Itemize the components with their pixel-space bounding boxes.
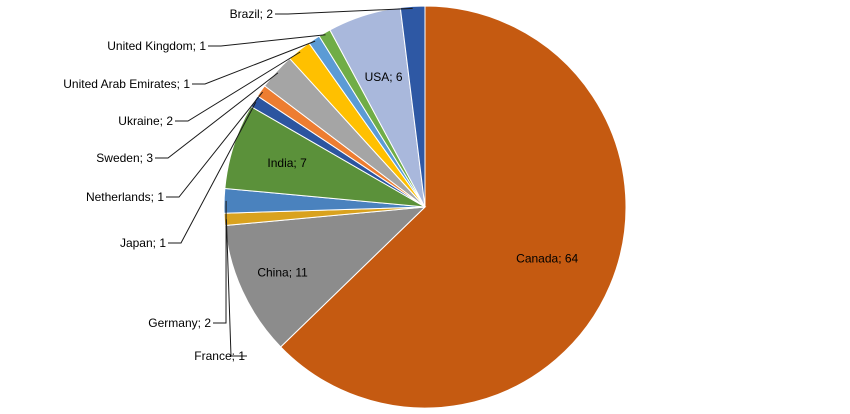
leader-line-france [225, 219, 247, 357]
leader-line-netherlands [166, 91, 263, 198]
data-label-china: China; 11 [257, 266, 308, 280]
leader-line-united-arab-emirates [192, 40, 316, 85]
data-label-usa: USA; 6 [365, 70, 403, 84]
data-label-france: France; 1 [194, 349, 245, 363]
leader-line-ukraine [175, 51, 301, 122]
data-label-germany: Germany; 2 [148, 316, 211, 330]
data-label-united-kingdom: United Kingdom; 1 [107, 39, 206, 53]
leader-lines-layer [155, 7, 413, 357]
leader-line-brazil [275, 7, 413, 15]
slice-canada [279, 5, 627, 409]
slice-brazil [399, 5, 426, 208]
data-label-united-arab-emirates: United Arab Emirates; 1 [63, 77, 190, 91]
data-label-india: India; 7 [267, 156, 307, 170]
data-label-ukraine: Ukraine; 2 [118, 114, 173, 128]
data-label-sweden: Sweden; 3 [96, 151, 153, 165]
slices-layer [223, 5, 627, 409]
data-label-netherlands: Netherlands; 1 [86, 190, 164, 204]
leader-line-united-kingdom [208, 34, 326, 47]
leader-line-sweden [155, 72, 279, 159]
data-labels-layer: Canada; 64 China; 11 France; 1 Germany; 2 In… [63, 7, 578, 363]
data-label-canada: Canada; 64 [516, 252, 578, 266]
leader-line-japan [168, 101, 257, 244]
data-label-japan: Japan; 1 [120, 236, 166, 250]
data-label-brazil: Brazil; 2 [230, 7, 274, 21]
leader-line-germany [213, 200, 227, 324]
